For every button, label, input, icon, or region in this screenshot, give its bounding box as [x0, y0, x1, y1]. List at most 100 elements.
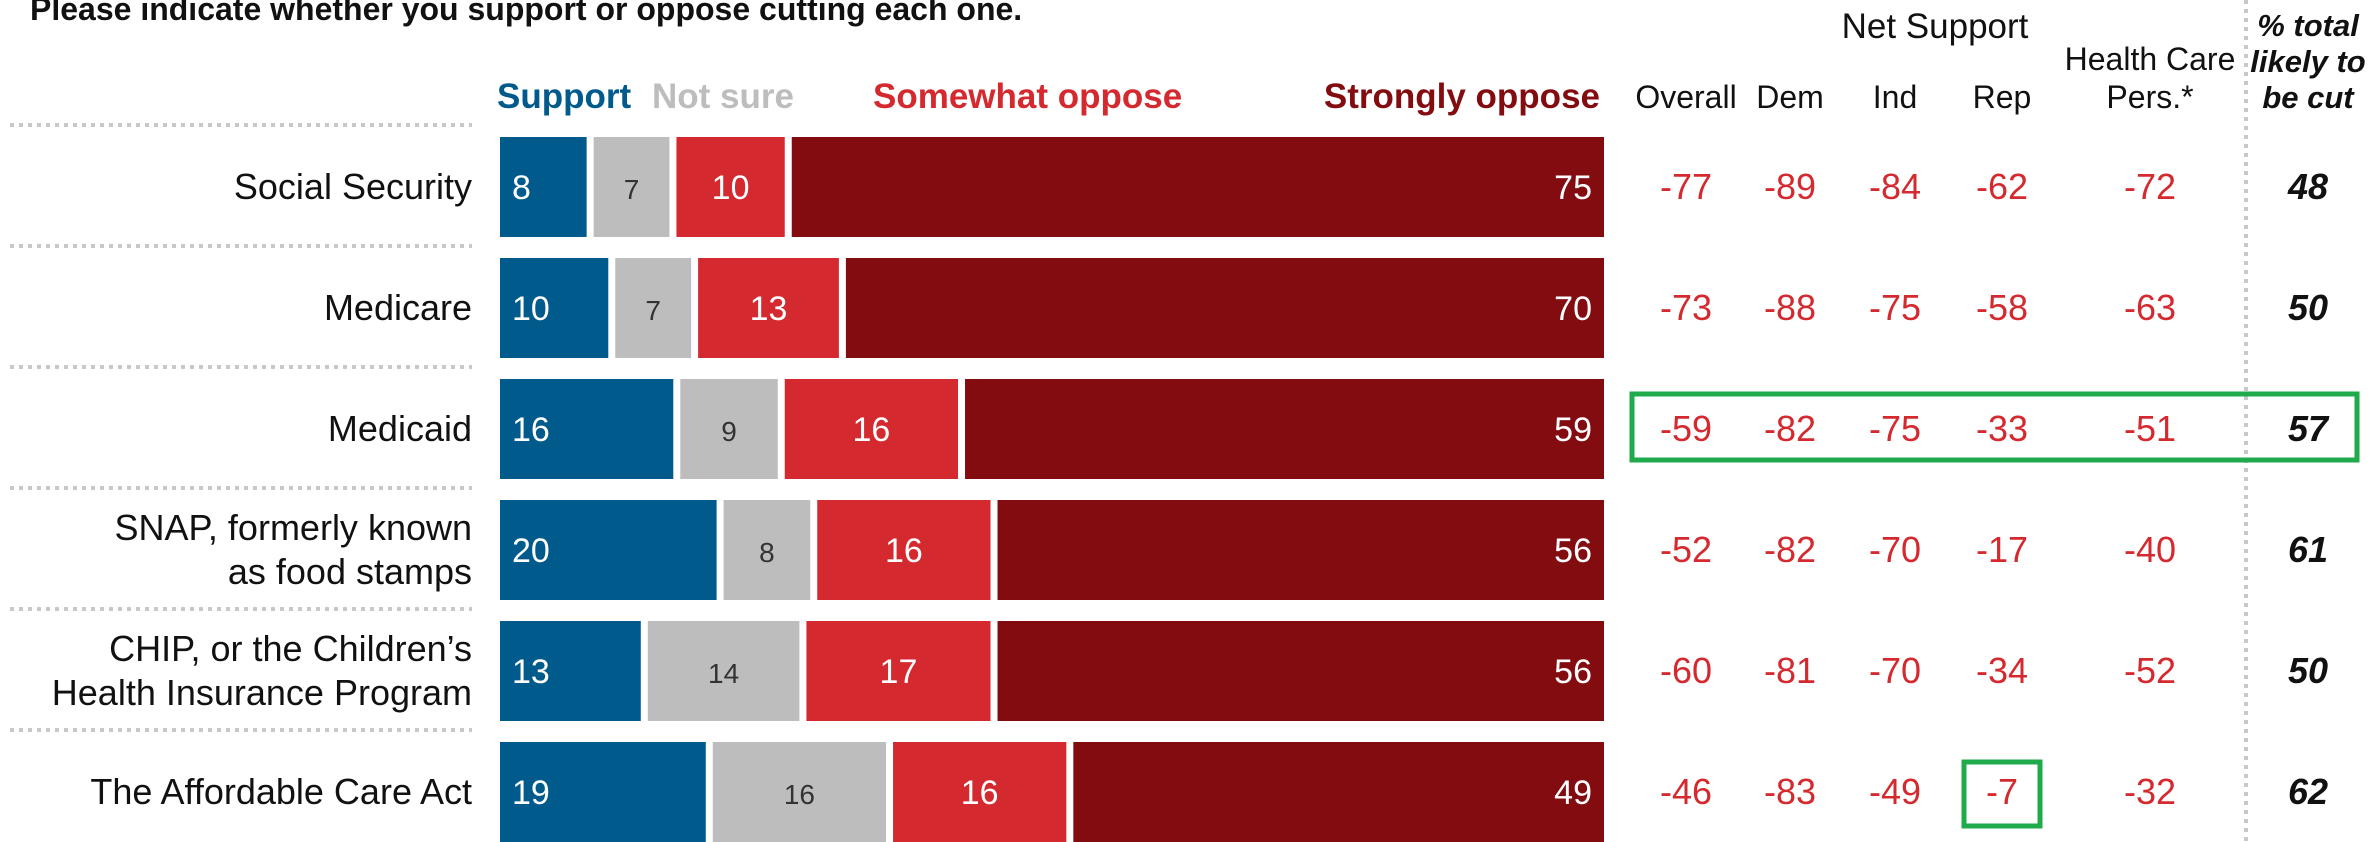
- highlight-cell-the-affordable-care-act-rep: [1961, 759, 2043, 829]
- category-label-snap-formerly-known-as-food-stamps-line-2: as food stamps: [228, 551, 472, 592]
- category-label-chip-or-the-children-s-health-insurance-program-line-1: CHIP, or the Children’s: [109, 628, 472, 669]
- net-value-medicaid-health-care-pers: -51: [2124, 408, 2176, 449]
- net-value-medicare-rep: -58: [1976, 287, 2028, 328]
- likely-cut-value-chip-or-the-children-s-health-insurance-program: 50: [2288, 650, 2328, 691]
- bar-label-the-affordable-care-act-not-sure: 16: [784, 779, 815, 810]
- bar-social-security-support: [500, 137, 587, 237]
- net-value-snap-formerly-known-as-food-stamps-overall: -52: [1660, 529, 1712, 570]
- bar-label-chip-or-the-children-s-health-insurance-program-support: 13: [512, 653, 550, 691]
- bar-label-medicare-somewhat-oppose: 13: [750, 290, 788, 328]
- bar-snap-formerly-known-as-food-stamps-not-sure: [723, 500, 811, 600]
- legend-somewhat-oppose: Somewhat oppose: [873, 77, 1182, 116]
- column-headers: Support Not sure Somewhat oppose Strongly o…: [497, 7, 2366, 116]
- category-label-medicaid: Medicaid: [328, 408, 472, 449]
- bar-medicare-not-sure: [615, 258, 692, 358]
- bar-medicaid-strongly-oppose: [965, 379, 1604, 479]
- bar-label-social-security-support: 8: [512, 169, 531, 207]
- likely-cut-value-the-affordable-care-act: 62: [2288, 771, 2328, 812]
- net-value-medicaid-rep: -33: [1976, 408, 2028, 449]
- bar-the-affordable-care-act-not-sure: [712, 742, 887, 842]
- bar-social-security-not-sure: [593, 137, 670, 237]
- net-value-social-security-overall: -77: [1660, 166, 1712, 207]
- bar-label-snap-formerly-known-as-food-stamps-strongly-oppose: 56: [1554, 532, 1592, 570]
- chart-rows: Social Security 8 7 10 75 -77 -89 -84 -62 -72 48Me…: [52, 137, 2330, 842]
- bar-chip-or-the-children-s-health-insurance-program-not-sure: [647, 621, 800, 721]
- bar-chip-or-the-children-s-health-insurance-program-strongly-oppose: [997, 621, 1604, 721]
- bar-label-snap-formerly-known-as-food-stamps-not-sure: 8: [759, 537, 775, 568]
- bar-label-snap-formerly-known-as-food-stamps-somewhat-oppose: 16: [885, 532, 923, 570]
- net-col-header-rep: Rep: [1973, 79, 2032, 115]
- category-label-chip-or-the-children-s-health-insurance-program-line-2: Health Insurance Program: [52, 672, 472, 713]
- likely-cut-header-line-2: likely to: [2250, 44, 2365, 79]
- net-value-the-affordable-care-act-dem: -83: [1764, 771, 1816, 812]
- net-col-header-health-care-pers-line-2: Pers.*: [2106, 79, 2193, 115]
- net-value-the-affordable-care-act-ind: -49: [1869, 771, 1921, 812]
- net-value-chip-or-the-children-s-health-insurance-program-overall: -60: [1660, 650, 1712, 691]
- bar-label-medicaid-somewhat-oppose: 16: [852, 411, 890, 449]
- net-value-the-affordable-care-act-health-care-pers: -32: [2124, 771, 2176, 812]
- row-medicare: Medicare 10 7 13 70 -73 -88 -75 -58 -63 50: [324, 258, 2328, 358]
- bar-label-medicare-support: 10: [512, 290, 550, 328]
- net-value-chip-or-the-children-s-health-insurance-program-ind: -70: [1869, 650, 1921, 691]
- bar-label-medicare-not-sure: 7: [645, 295, 661, 326]
- net-value-chip-or-the-children-s-health-insurance-program-health-care-pers: -52: [2124, 650, 2176, 691]
- bar-label-the-affordable-care-act-support: 19: [512, 774, 550, 812]
- bar-medicare-strongly-oppose: [845, 258, 1604, 358]
- bar-snap-formerly-known-as-food-stamps-somewhat-oppose: [817, 500, 991, 600]
- bar-label-social-security-strongly-oppose: 75: [1554, 169, 1592, 207]
- bar-medicare-somewhat-oppose: [698, 258, 839, 358]
- bar-medicaid-support: [500, 379, 674, 479]
- net-value-chip-or-the-children-s-health-insurance-program-dem: -81: [1764, 650, 1816, 691]
- bar-the-affordable-care-act-support: [500, 742, 706, 842]
- bar-label-the-affordable-care-act-strongly-oppose: 49: [1554, 774, 1592, 812]
- net-value-social-security-dem: -89: [1764, 166, 1816, 207]
- net-value-snap-formerly-known-as-food-stamps-health-care-pers: -40: [2124, 529, 2176, 570]
- bar-the-affordable-care-act-somewhat-oppose: [893, 742, 1067, 842]
- legend-strongly-oppose: Strongly oppose: [1324, 77, 1600, 116]
- bar-label-medicaid-strongly-oppose: 59: [1554, 411, 1592, 449]
- highlight-row-medicaid: [1629, 391, 2360, 463]
- row-social-security: Social Security 8 7 10 75 -77 -89 -84 -62 -72 48: [234, 137, 2328, 237]
- bar-label-chip-or-the-children-s-health-insurance-program-somewhat-oppose: 17: [880, 653, 918, 691]
- net-value-snap-formerly-known-as-food-stamps-ind: -70: [1869, 529, 1921, 570]
- bar-label-medicare-strongly-oppose: 70: [1554, 290, 1592, 328]
- likely-cut-value-social-security: 48: [2287, 166, 2328, 207]
- likely-cut-header-line-3: be cut: [2262, 80, 2355, 115]
- net-value-chip-or-the-children-s-health-insurance-program-rep: -34: [1976, 650, 2028, 691]
- row-medicaid: Medicaid 16 9 16 59 -59 -82 -75 -33 -51 57: [328, 379, 2330, 479]
- bar-label-social-security-not-sure: 7: [624, 174, 640, 205]
- bar-medicaid-not-sure: [680, 379, 778, 479]
- bar-medicaid-somewhat-oppose: [784, 379, 959, 479]
- bar-chip-or-the-children-s-health-insurance-program-somewhat-oppose: [806, 621, 991, 721]
- net-value-medicare-health-care-pers: -63: [2124, 287, 2176, 328]
- net-value-social-security-health-care-pers: -72: [2124, 166, 2176, 207]
- net-value-social-security-rep: -62: [1976, 166, 2028, 207]
- net-value-the-affordable-care-act-overall: -46: [1660, 771, 1712, 812]
- category-label-social-security: Social Security: [234, 166, 472, 207]
- net-value-the-affordable-care-act-rep: -7: [1986, 771, 2018, 812]
- bar-label-snap-formerly-known-as-food-stamps-support: 20: [512, 532, 550, 570]
- likely-cut-header-line-1: % total: [2257, 8, 2360, 43]
- bar-chip-or-the-children-s-health-insurance-program-support: [500, 621, 641, 721]
- net-support-heading: Net Support: [1842, 7, 2029, 46]
- net-col-header-ind: Ind: [1873, 79, 1917, 115]
- bar-label-chip-or-the-children-s-health-insurance-program-not-sure: 14: [708, 658, 739, 689]
- chart-question: Please indicate whether you support or o…: [30, 0, 1022, 27]
- net-value-social-security-ind: -84: [1869, 166, 1921, 207]
- bar-snap-formerly-known-as-food-stamps-support: [500, 500, 717, 600]
- legend-not-sure: Not sure: [652, 77, 794, 116]
- likely-cut-value-medicare: 50: [2288, 287, 2328, 328]
- bar-social-security-somewhat-oppose: [676, 137, 785, 237]
- net-value-medicaid-ind: -75: [1869, 408, 1921, 449]
- bar-label-medicaid-not-sure: 9: [721, 416, 737, 447]
- net-value-snap-formerly-known-as-food-stamps-rep: -17: [1976, 529, 2028, 570]
- bar-label-medicaid-support: 16: [512, 411, 550, 449]
- bar-snap-formerly-known-as-food-stamps-strongly-oppose: [997, 500, 1604, 600]
- bar-label-social-security-somewhat-oppose: 10: [712, 169, 750, 207]
- highlight-boxes: [1629, 391, 2360, 829]
- net-value-medicare-dem: -88: [1764, 287, 1816, 328]
- net-value-medicaid-overall: -59: [1660, 408, 1712, 449]
